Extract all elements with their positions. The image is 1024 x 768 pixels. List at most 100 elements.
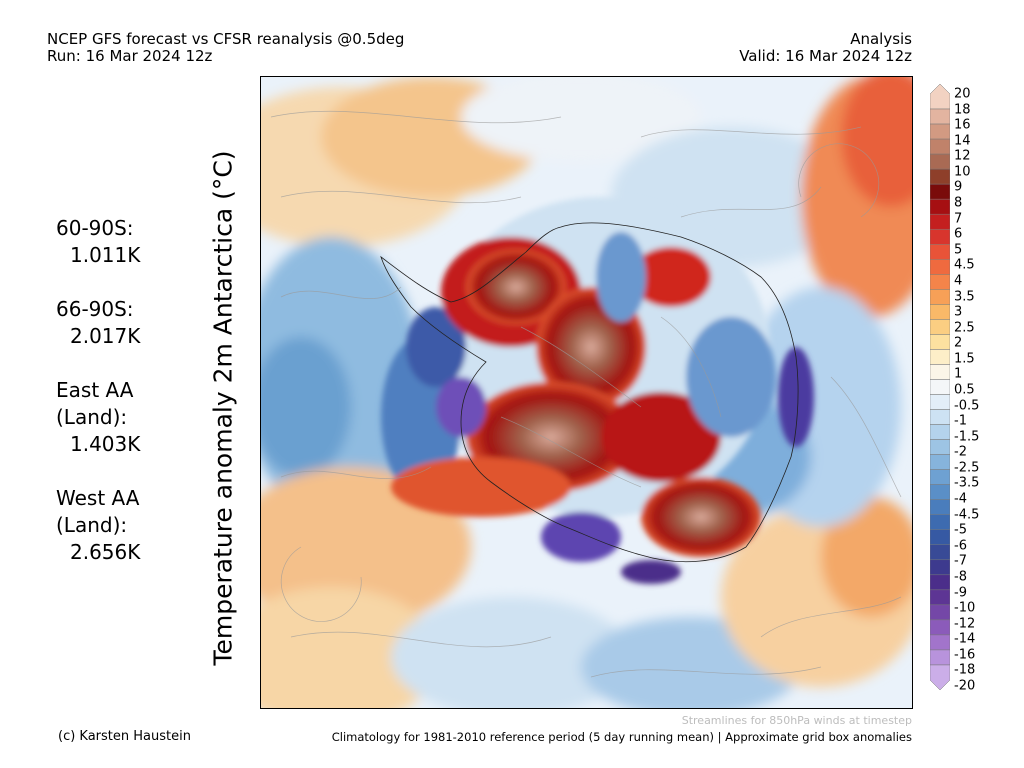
regional-anomaly-stats: 60-90S: 1.011K 66-90S: 2.017K East AA (L…: [56, 215, 186, 593]
colorbar-swatch: [930, 604, 950, 621]
colorbar-swatch: [930, 529, 950, 546]
colorbar-tick-label: -16: [954, 647, 976, 663]
chart-title: NCEP GFS forecast vs CFSR reanalysis @0.…: [47, 31, 404, 65]
stat-label: West AA (Land):: [56, 486, 140, 537]
colorbar-swatch: [930, 138, 950, 155]
stat-east-aa: East AA (Land): 1.403K: [56, 377, 186, 458]
title-line-model: NCEP GFS forecast vs CFSR reanalysis @0.…: [47, 30, 405, 48]
colorbar-swatch: [930, 454, 950, 470]
colorbar-tick-label: -9: [954, 585, 967, 601]
chart-subtitle: Analysis Valid: 16 Mar 2024 12z: [739, 31, 912, 65]
anomaly-map: [260, 76, 913, 709]
colorbar-tick-label: 7: [954, 211, 963, 227]
colorbar-tick-label: 10: [954, 164, 971, 180]
y-axis-label: Temperature anomaly 2m Antarctica (°C): [208, 150, 238, 666]
colorbar-tick-label: 1.5: [954, 351, 975, 367]
colorbar-tick-label: 8: [954, 195, 963, 211]
colorbar-swatch: [930, 153, 950, 170]
coastline: [380, 222, 799, 563]
colorbar-swatch: [930, 559, 950, 576]
colorbar-swatch: [930, 424, 950, 440]
colorbar-labels: 20 18 16 14 12 10 9 8 7 6 5 4.5 4 3.5 3 2.5 2 1.5 1 0.5 -0.5…: [954, 88, 1004, 693]
colorbar-swatch: [930, 619, 950, 636]
colorbar-tick-label: 4: [954, 273, 963, 289]
colorbar-tick-label: -12: [954, 616, 976, 632]
stat-label: East AA (Land):: [56, 378, 134, 429]
colorbar-tick-label: -1.5: [954, 429, 980, 445]
colorbar-tick-label: 4.5: [954, 257, 975, 273]
colorbar-tick-label: 0.5: [954, 382, 975, 398]
colorbar-swatch: [930, 379, 950, 395]
colorbar-tick-label: 9: [954, 179, 963, 195]
wind-streamlines: [270, 110, 902, 678]
colorbar-swatch: [930, 319, 950, 335]
colorbar-swatch: [930, 274, 950, 290]
colorbar-swatch: [930, 168, 950, 185]
colorbar-tick-label: -8: [954, 569, 967, 585]
colorbar-tick-label: 14: [954, 133, 971, 149]
stat-value: 1.011K: [70, 243, 141, 267]
stat-value: 2.017K: [70, 324, 141, 348]
stat-60-90s: 60-90S: 1.011K: [56, 215, 186, 269]
colorbar-swatch: [930, 198, 950, 215]
colorbar-tick-label: -0.5: [954, 398, 980, 414]
streamline-note: Streamlines for 850hPa winds at timestep: [681, 714, 912, 727]
subtitle-valid-time: Valid: 16 Mar 2024 12z: [739, 47, 912, 65]
colorbar-swatch: [930, 334, 950, 350]
colorbar-tick-label: 16: [954, 117, 971, 133]
colorbar-swatch: [930, 514, 950, 530]
colorbar-tick-label: 3.5: [954, 289, 975, 305]
credit: (c) Karsten Haustein: [58, 729, 191, 744]
colorbar-swatch: [930, 108, 950, 125]
anomaly-field-background: [261, 77, 912, 708]
colorbar-tick-label: -18: [954, 662, 976, 678]
colorbar-tick-label: 20: [954, 86, 971, 102]
stat-value: 2.656K: [70, 540, 141, 564]
colorbar: [930, 84, 950, 690]
colorbar-tick-label: -14: [954, 631, 976, 647]
colorbar-swatch: [930, 484, 950, 500]
colorbar-swatch: [930, 84, 950, 110]
stat-west-aa: West AA (Land): 2.656K: [56, 485, 186, 566]
stat-label: 66-90S:: [56, 297, 134, 321]
colorbar-swatch: [930, 213, 950, 230]
colorbar-swatch: [930, 409, 950, 425]
colorbar-tick-label: -3.5: [954, 475, 980, 491]
colorbar-swatch: [930, 183, 950, 200]
colorbar-swatch: [930, 634, 950, 651]
colorbar-swatch: [930, 439, 950, 455]
colorbar-tick-label: 6: [954, 226, 963, 242]
colorbar-swatch: [930, 349, 950, 365]
colorbar-tick-label: 2: [954, 335, 963, 351]
colorbar-tick-label: 3: [954, 304, 963, 320]
colorbar-tick-label: -5: [954, 522, 967, 538]
subtitle-analysis: Analysis: [850, 30, 912, 48]
colorbar-swatch: [930, 394, 950, 410]
title-line-run: Run: 16 Mar 2024 12z: [47, 47, 213, 65]
anomaly-map-graphic: [261, 77, 912, 708]
colorbar-swatch: [930, 304, 950, 320]
colorbar-swatch: [930, 649, 950, 666]
colorbar-swatch: [930, 574, 950, 591]
colorbar-tick-label: -2: [954, 444, 967, 460]
antarctica-anomalies: [381, 197, 814, 584]
stat-value: 1.403K: [70, 432, 141, 456]
colorbar-tick-label: 1: [954, 366, 963, 382]
colorbar-tick-label: -4.5: [954, 507, 980, 523]
colorbar-tick-label: 18: [954, 102, 971, 118]
colorbar-tick-label: 5: [954, 242, 963, 258]
colorbar-tick-label: -7: [954, 553, 967, 569]
colorbar-swatch: [930, 123, 950, 140]
colorbar-swatch: [930, 499, 950, 515]
colorbar-tick-label: -1: [954, 413, 967, 429]
colorbar-tick-label: -10: [954, 600, 976, 616]
colorbar-tick-label: 12: [954, 148, 971, 164]
colorbar-tick-label: -6: [954, 538, 967, 554]
colorbar-swatch: [930, 228, 950, 245]
colorbar-swatch: [930, 364, 950, 380]
colorbar-tick-label: -20: [954, 678, 976, 694]
colorbar-tick-label: -2.5: [954, 460, 980, 476]
stat-label: 60-90S:: [56, 216, 134, 240]
colorbar-tick-label: 2.5: [954, 320, 975, 336]
climatology-note: Climatology for 1981-2010 reference peri…: [331, 730, 912, 744]
